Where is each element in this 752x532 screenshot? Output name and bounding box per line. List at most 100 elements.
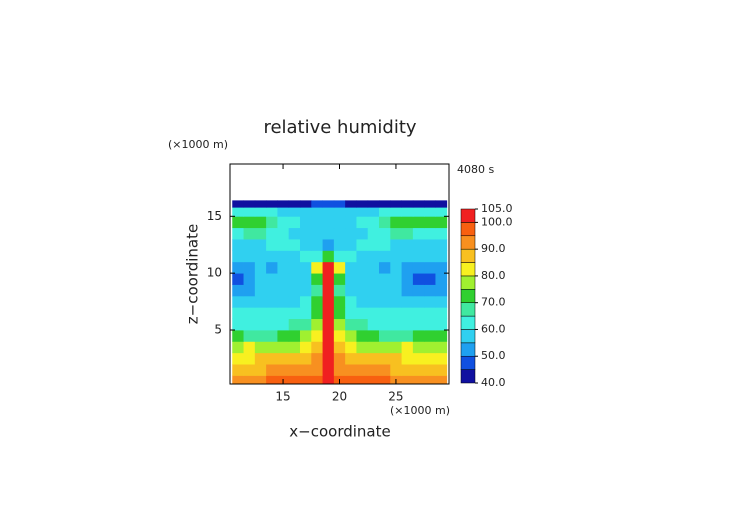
x-unit: (×1000 m) (390, 404, 450, 417)
contour-cell (390, 329, 402, 342)
contour-cell (435, 352, 448, 365)
contour-cell (367, 341, 380, 354)
contour-cell (356, 352, 369, 365)
contour-cell (345, 261, 357, 274)
contour-cell (345, 352, 357, 365)
contour-cell (333, 207, 346, 217)
contour-cell (243, 364, 256, 376)
contour-cell (367, 329, 380, 342)
contour-cell (412, 261, 425, 274)
contour-cell (379, 239, 391, 251)
contour-cell (345, 318, 357, 331)
contour-cell (390, 352, 402, 365)
contour-cell (356, 261, 369, 274)
contour-cell (333, 352, 346, 365)
contour-cell (379, 352, 391, 365)
contour-cell (243, 250, 256, 263)
contour-cell (266, 273, 278, 285)
contour-cell (243, 239, 256, 251)
x-tick-label: 15 (275, 390, 290, 404)
contour-cell (299, 250, 312, 263)
contour-cell (356, 375, 369, 384)
contour-cell (288, 207, 301, 217)
contour-cell (367, 375, 380, 384)
colorbar-label: 40.0 (481, 376, 506, 389)
contour-cell (435, 200, 448, 208)
contour-cell (232, 227, 244, 240)
contour-cell (322, 375, 335, 384)
contour-cell (367, 318, 380, 331)
colorbar-band (460, 222, 476, 237)
time-label: 4080 s (457, 163, 494, 176)
contour-cell (322, 250, 335, 263)
contour-cell (435, 261, 448, 274)
contour-cell (367, 284, 380, 297)
contour-cell (311, 284, 323, 297)
contour-cell (401, 239, 414, 251)
contour-cell (333, 318, 346, 331)
contour-field (232, 200, 448, 384)
contour-cell (435, 364, 448, 376)
contour-cell (333, 239, 346, 251)
contour-cell (424, 295, 436, 308)
contour-cell (277, 329, 290, 342)
contour-cell (277, 284, 290, 297)
contour-cell (299, 318, 312, 331)
colorbar-band (460, 369, 476, 384)
contour-cell (322, 341, 335, 354)
contour-cell (288, 239, 301, 251)
contour-cell (266, 375, 278, 384)
contour-cell (401, 207, 414, 217)
contour-cell (299, 200, 312, 208)
contour-cell (288, 329, 301, 342)
contour-cell (254, 227, 267, 240)
contour-cell (322, 364, 335, 376)
contour-cell (254, 239, 267, 251)
contour-cell (356, 341, 369, 354)
contour-cell (356, 227, 369, 240)
colorbar-band (460, 275, 476, 290)
contour-cell (243, 227, 256, 240)
contour-cell (435, 307, 448, 320)
contour-cell (232, 273, 244, 285)
contour-cell (367, 200, 380, 208)
colorbar-band (460, 235, 476, 250)
contour-cell (266, 307, 278, 320)
contour-cell (254, 364, 267, 376)
contour-cell (254, 207, 267, 217)
contour-cell (345, 216, 357, 229)
y-unit: (×1000 m) (168, 138, 228, 151)
contour-cell (311, 375, 323, 384)
contour-cell (243, 207, 256, 217)
y-tick-label: 10 (207, 266, 222, 280)
contour-cell (367, 250, 380, 263)
contour-cell (435, 239, 448, 251)
contour-cell (299, 216, 312, 229)
contour-cell (277, 250, 290, 263)
contour-cell (401, 329, 414, 342)
contour-cell (277, 318, 290, 331)
contour-cell (367, 261, 380, 274)
contour-cell (390, 216, 402, 229)
contour-cell (424, 318, 436, 331)
contour-cell (390, 200, 402, 208)
contour-cell (288, 200, 301, 208)
contour-cell (277, 261, 290, 274)
contour-cell (333, 227, 346, 240)
contour-cell (390, 207, 402, 217)
contour-cell (232, 250, 244, 263)
contour-cell (412, 239, 425, 251)
contour-cell (424, 284, 436, 297)
contour-cell (390, 341, 402, 354)
contour-cell (254, 284, 267, 297)
contour-cell (424, 207, 436, 217)
contour-cell (390, 273, 402, 285)
contour-cell (288, 364, 301, 376)
colorbar-band (460, 208, 476, 223)
contour-cell (266, 261, 278, 274)
contour-cell (390, 261, 402, 274)
contour-cell (232, 364, 244, 376)
contour-cell (311, 273, 323, 285)
y-tick-label: 5 (214, 322, 222, 336)
contour-cell (299, 284, 312, 297)
